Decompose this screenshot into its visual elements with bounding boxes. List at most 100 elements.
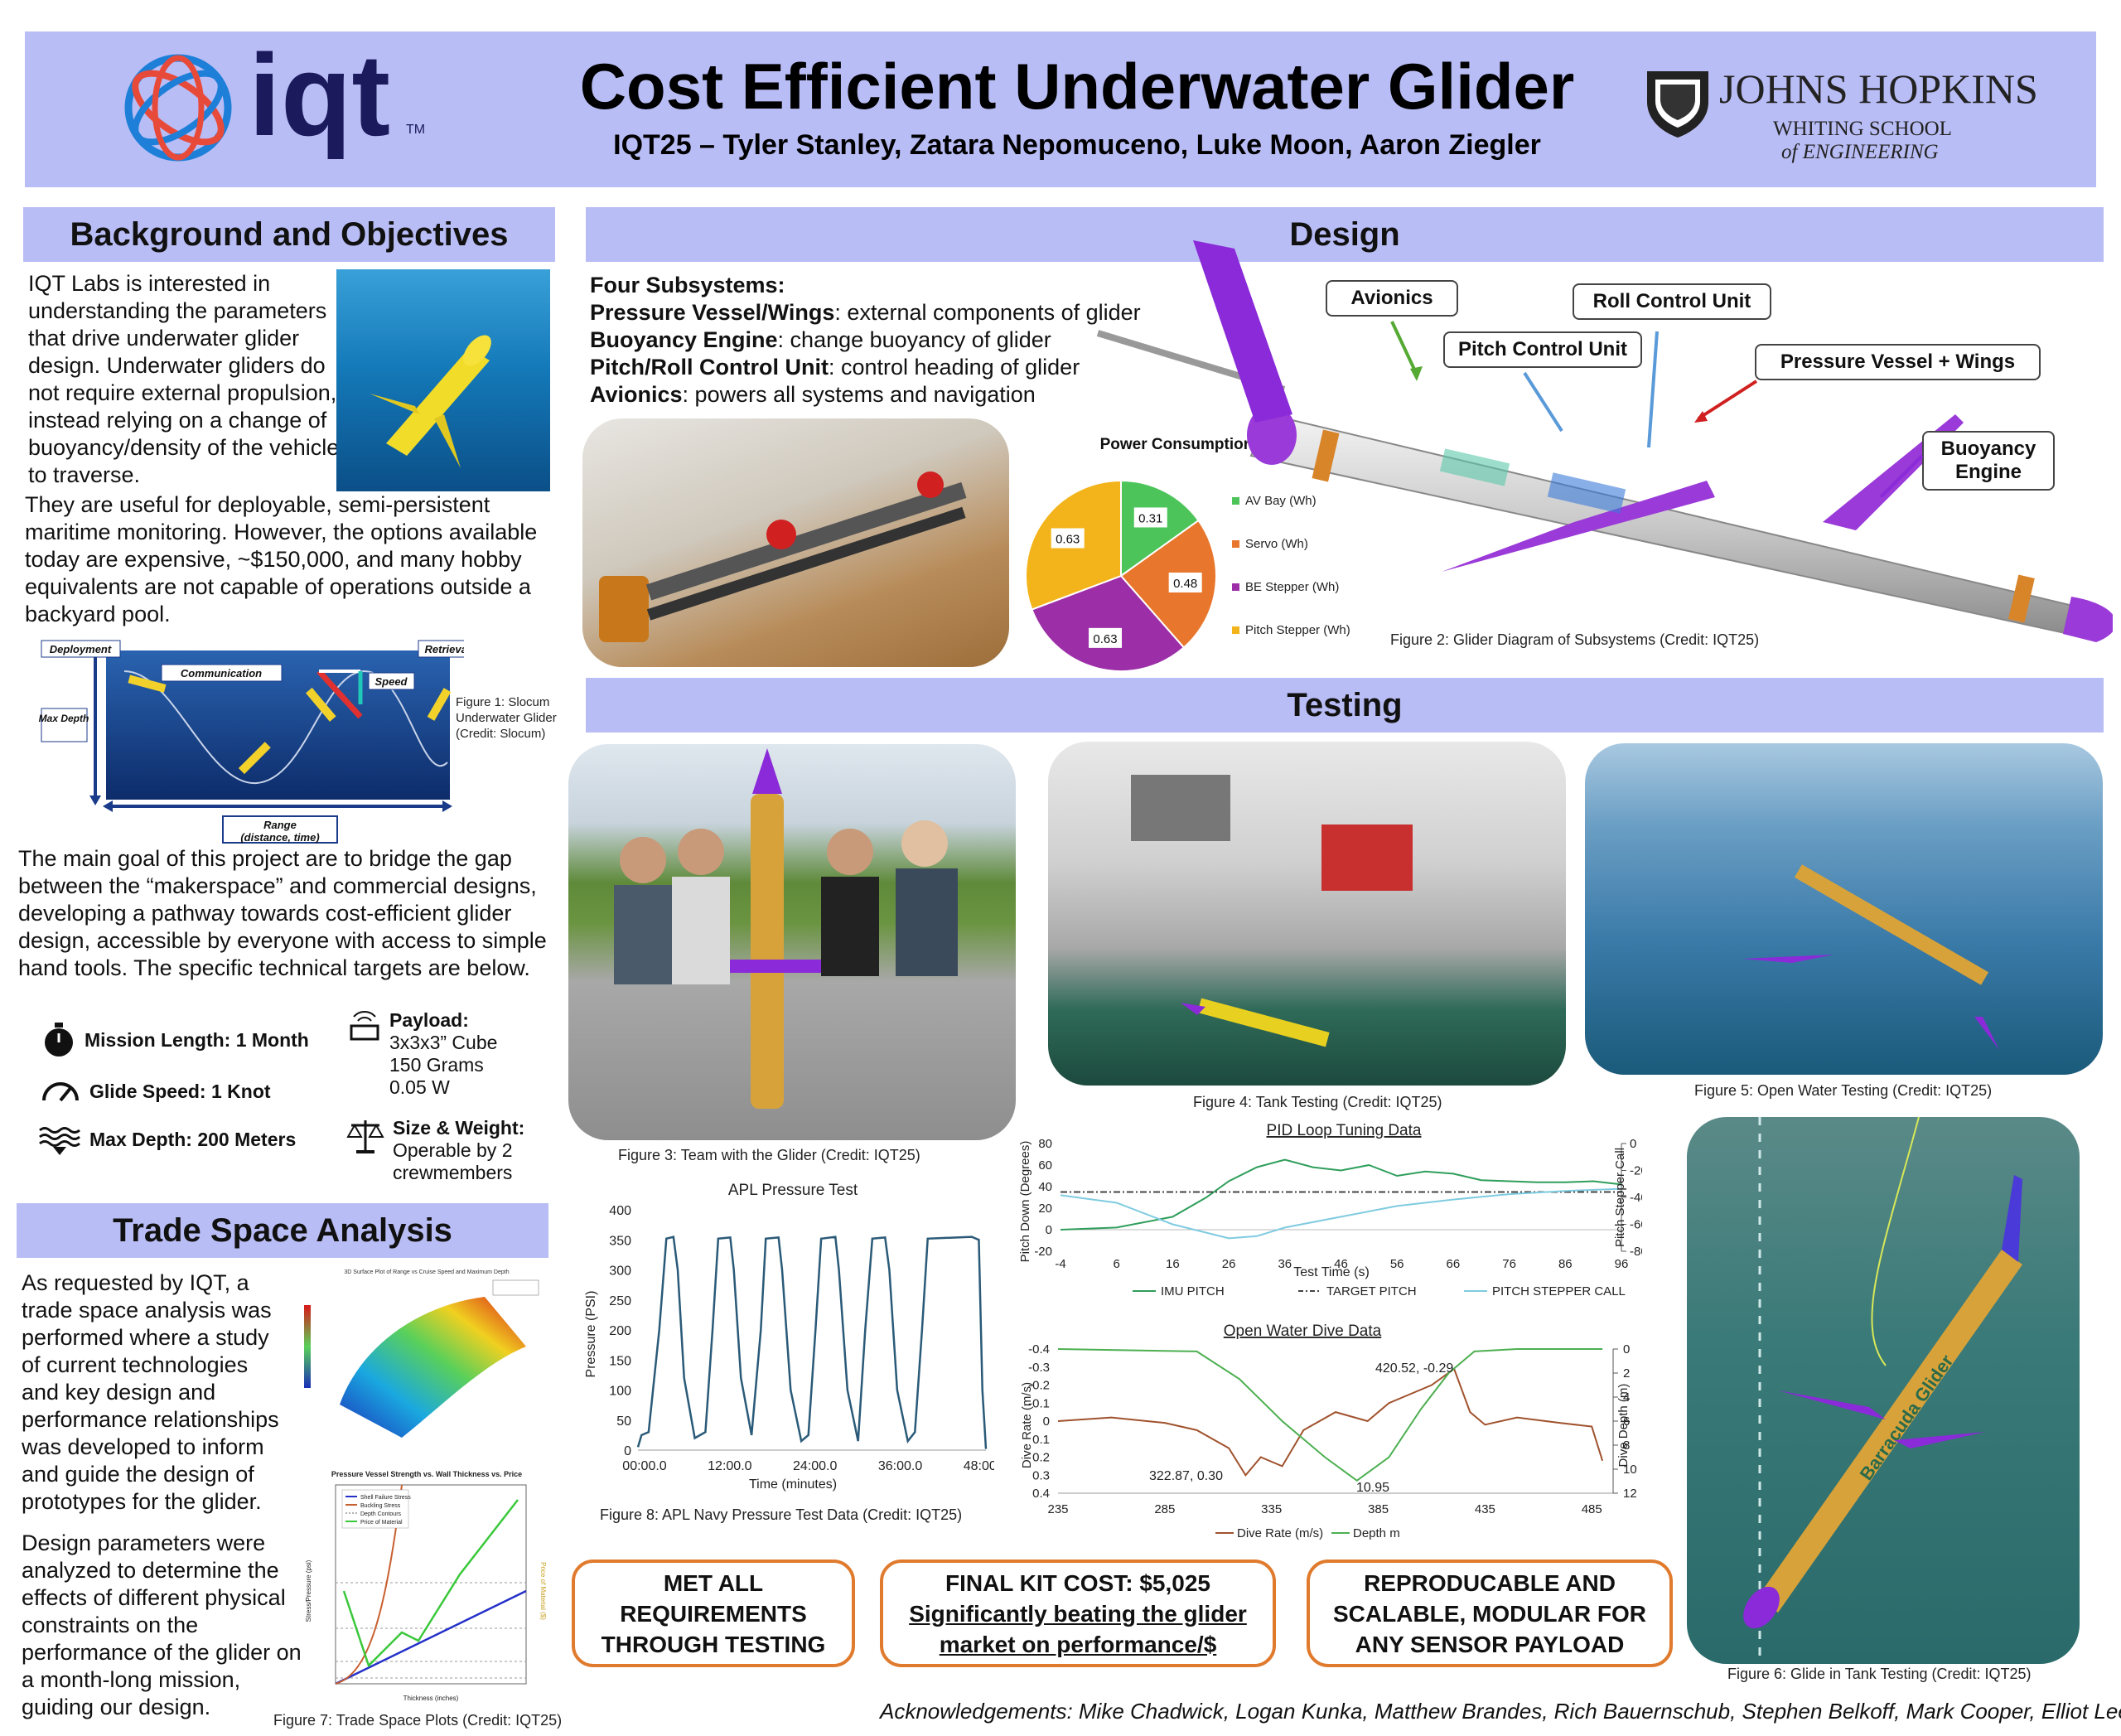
dive-y-tick: -0.3 [1028, 1361, 1050, 1375]
pie-value-box [1089, 627, 1123, 648]
pid-x-tick: 6 [1114, 1257, 1120, 1271]
trade-plot2-y2label: Price of Material ($) [539, 1562, 547, 1620]
pid-ylabel: Pitch Down (Degrees) [1018, 1141, 1032, 1263]
subsystem-2-name: Buoyancy Engine [590, 327, 778, 352]
dive-depth-line [1057, 1348, 1603, 1482]
pie-legend-label: BE Stepper (Wh) [1245, 580, 1339, 594]
trade-plot2-xlabel: Thickness (inches) [403, 1695, 459, 1702]
callout-arrows [1390, 321, 1924, 497]
pie-slice [1119, 519, 1217, 649]
pitch-control-callout: Pitch Control Unit [1443, 331, 1642, 368]
fig1-max-depth-label: Max Depth [39, 713, 89, 724]
glider-ocean-photo [336, 269, 550, 491]
result-2-line-1: FINAL KIT COST: $5,025 [945, 1569, 1210, 1596]
poster-authors: IQT25 – Tyler Stanley, Zatara Nepomuceno… [613, 129, 1541, 161]
trade-plot1-title: 3D Surface Plot of Range vs Cruise Speed… [344, 1269, 509, 1275]
pid-x-tick: 66 [1447, 1257, 1461, 1271]
pid-x-tick: 16 [1166, 1257, 1180, 1271]
jhu-shield-icon [1647, 71, 1708, 138]
scale-balance-icon [346, 1120, 384, 1153]
dive-axes: -0.4 -0.3 -0.2 -0.1 0 0.1 0.2 0.3 0.4 0 2 4 6 8 10 12 23… [1028, 1342, 1637, 1516]
team-photo [568, 744, 1016, 1140]
trade-plot2-legend-3: Depth Contours [360, 1511, 402, 1517]
dive-y-tick: 0.3 [1032, 1468, 1050, 1482]
fig7-caption: Figure 7: Trade Space Plots (Credit: IQT… [273, 1712, 563, 1729]
pid-y2-tick: -2000 [1630, 1164, 1642, 1178]
apl-x-tick: 24:00.0 [793, 1459, 837, 1473]
pie-value-box [1133, 507, 1167, 528]
dive-legend-label: Depth m [1353, 1526, 1400, 1540]
pid-y2label: Pitch Stepper Call [1613, 1148, 1627, 1247]
dive-legend-label: Dive Rate (m/s) [1237, 1526, 1323, 1540]
pid-series-line [1060, 1158, 1622, 1231]
subsystems-title: Four Subsystems: [590, 273, 785, 297]
pid-x-tick: 86 [1558, 1257, 1573, 1271]
dive-x-tick: 435 [1475, 1502, 1495, 1516]
fig1-speed-label: Speed [374, 675, 408, 688]
target-mission: Mission Length: 1 Month [41, 1021, 309, 1059]
dive-x-tick: 285 [1154, 1502, 1175, 1516]
result-requirements-box: MET ALL REQUIREMENTS THROUGH TESTING [572, 1559, 855, 1667]
dive-y2-tick: 8 [1623, 1439, 1630, 1453]
pie-legend-swatch [1232, 540, 1239, 548]
pid-chart-title: PID Loop Tuning Data [1267, 1122, 1422, 1139]
apl-y-tick: 50 [616, 1414, 631, 1429]
pid-x-tick: 96 [1615, 1257, 1629, 1271]
pie-slices: 0.31 0.48 0.63 0.63 [1025, 479, 1217, 672]
pie-legend: AV Bay (Wh) Servo (Wh) BE Stepper (Wh) Pitc… [1232, 494, 1350, 637]
header-band [25, 31, 2096, 187]
apl-y-tick: 400 [609, 1204, 631, 1218]
iqt-logo-tm: TM [406, 123, 426, 137]
result-2-line-3: market on performance/$ [939, 1631, 1217, 1657]
dive-y2-tick: 12 [1623, 1487, 1637, 1501]
pid-lines [1060, 1158, 1622, 1240]
dive-lines [1057, 1348, 1604, 1482]
dive-legend: Dive Rate (m/s) Depth m [1215, 1526, 1400, 1540]
dive-x-tick: 485 [1582, 1502, 1602, 1516]
fig1-retrieval-label: Retrieval [425, 643, 464, 655]
subsystem-item-1: Pressure Vessel/Wings: external componen… [590, 299, 1141, 326]
fig6-caption: Figure 6: Glide in Tank Testing (Credit:… [1727, 1666, 2032, 1682]
fig1-range-label: Range [263, 819, 297, 831]
fig1-range-sublabel: (distance, time) [240, 831, 320, 844]
payload-line-3: 0.05 W [389, 1076, 450, 1098]
fig4-caption: Figure 4: Tank Testing (Credit: IQT25) [1193, 1094, 1442, 1110]
pie-value-label: 0.63 [1056, 533, 1080, 547]
pie-value-label: 0.48 [1173, 577, 1197, 591]
pie-slice [1031, 574, 1186, 672]
pie-title: Power Consumption [1100, 436, 1254, 453]
result-3-line-1: REPRODUCABLE AND [1364, 1569, 1616, 1596]
trade-plot2-legend-2: Buckling Stress [360, 1503, 401, 1509]
pid-y2-tick: 0 [1630, 1137, 1636, 1151]
apl-x-tick: 36:00.0 [878, 1459, 922, 1473]
dive-y-tick: -0.2 [1028, 1379, 1050, 1393]
pid-x-tick: 76 [1502, 1257, 1516, 1271]
pid-xlabel: Test Time (s) [1293, 1265, 1370, 1279]
result-1-line-3: THROUGH TESTING [601, 1631, 826, 1657]
pid-x-tick: 46 [1334, 1257, 1348, 1271]
subsystem-1-desc: : external components of glider [834, 300, 1141, 325]
apl-y-tick: 200 [609, 1324, 631, 1338]
trade-paragraph-1: As requested by IQT, a trade space analy… [22, 1270, 279, 1514]
target-speed: Glide Speed: 1 Knot [40, 1076, 271, 1104]
fig2-caption: Figure 2: Glider Diagram of Subsystems (… [1390, 631, 1760, 648]
size-line-2: crewmembers [393, 1162, 513, 1183]
dive-y2-tick: 6 [1623, 1414, 1630, 1429]
pid-y2-tick: -6000 [1630, 1218, 1642, 1232]
depth-waves-icon [39, 1127, 80, 1155]
pressure-vessel-callout: Pressure Vessel + Wings [1755, 344, 2041, 380]
apl-ylabel: Pressure (PSI) [584, 1291, 598, 1378]
pid-y-tick: 60 [1038, 1158, 1052, 1173]
pid-legend-label: TARGET PITCH [1326, 1284, 1417, 1298]
trade-plot2-legend-1: Shell Failure Stress [360, 1495, 411, 1501]
dive-y2label: Dive Depth (m) [1616, 1384, 1631, 1468]
pie-value-label: 0.31 [1138, 511, 1162, 525]
pie-value-box [1051, 528, 1085, 549]
jhu-name: JOHNS HOPKINS [1719, 65, 2038, 112]
target-speed-text: Glide Speed: 1 Knot [89, 1081, 271, 1102]
background-paragraph-2: They are useful for deployable, semi-per… [25, 492, 538, 626]
payload-line-1: 3x3x3” Cube [389, 1032, 498, 1053]
testing-section-title: Testing [586, 678, 2104, 733]
dive-y2-tick: 0 [1623, 1342, 1630, 1356]
apl-y-tick: 0 [624, 1444, 631, 1458]
